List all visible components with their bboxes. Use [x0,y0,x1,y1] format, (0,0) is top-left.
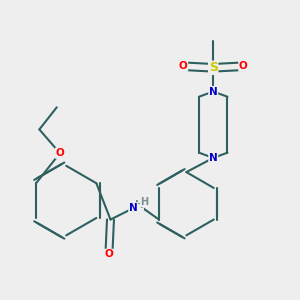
Text: O: O [239,61,248,71]
Text: O: O [56,148,64,158]
Text: O: O [179,61,188,71]
Text: S: S [209,61,218,74]
Text: N: N [209,153,218,163]
Text: N: N [209,86,218,97]
Text: N: N [129,203,138,213]
Text: H: H [135,200,143,210]
Text: O: O [104,249,113,259]
Text: H: H [141,196,149,206]
